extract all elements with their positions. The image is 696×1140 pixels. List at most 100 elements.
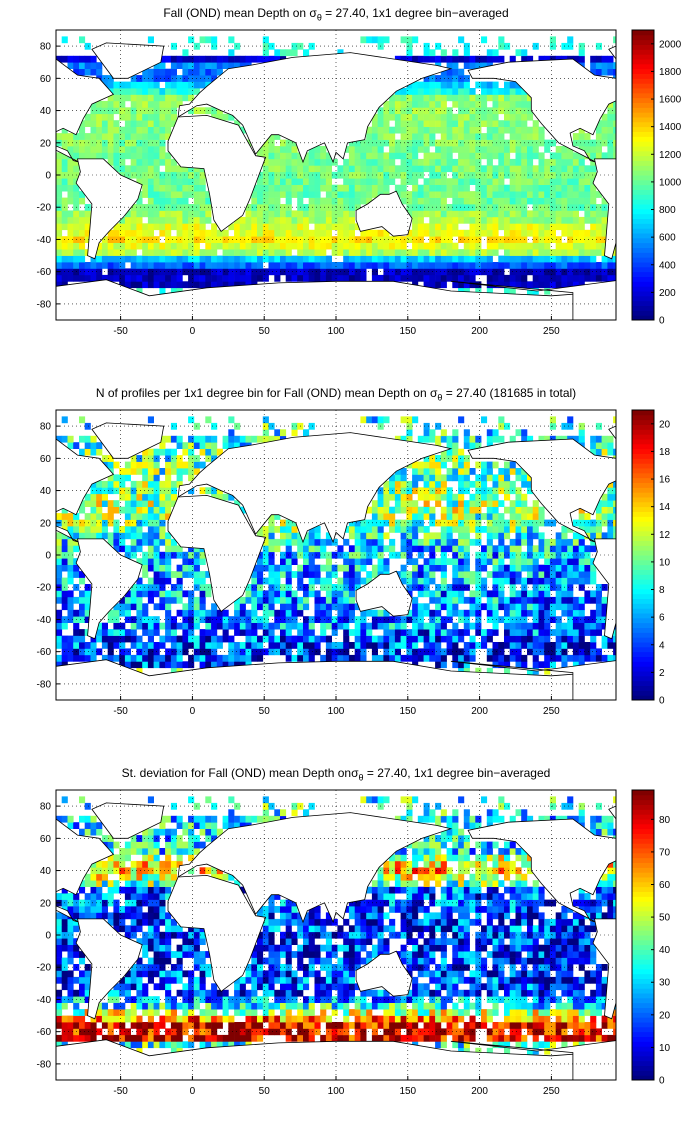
heatmap-cell	[584, 564, 591, 572]
heatmap-cell	[458, 100, 465, 108]
heatmap-cell	[400, 577, 407, 585]
heatmap-cell	[435, 216, 442, 224]
heatmap-cell	[113, 622, 120, 630]
heatmap-cell	[504, 242, 511, 250]
heatmap-cell	[538, 197, 545, 205]
heatmap-cell	[578, 165, 585, 173]
heatmap-cell	[538, 229, 545, 237]
heatmap-cell	[285, 249, 292, 256]
heatmap-cell	[458, 55, 465, 63]
heatmap-cell	[417, 146, 424, 153]
heatmap-cell	[251, 274, 258, 282]
heatmap-cell	[153, 513, 160, 520]
heatmap-cell	[228, 62, 235, 69]
heatmap-cell	[417, 603, 424, 611]
heatmap-cell	[325, 654, 332, 662]
heatmap-cell	[262, 36, 269, 44]
panel-mean-depth: Fall (OND) mean Depth on σθ = 27.40, 1x1…	[0, 0, 696, 380]
colorbar-swatch	[632, 521, 654, 527]
heatmap-cell	[205, 590, 212, 598]
heatmap-cell	[176, 609, 183, 617]
coastline	[91, 422, 165, 459]
heatmap-cell	[211, 603, 218, 611]
heatmap-cell	[176, 210, 183, 218]
heatmap-cell	[371, 564, 378, 572]
heatmap-cell	[147, 654, 154, 662]
heatmap-cell	[142, 274, 149, 282]
heatmap-cell	[159, 197, 166, 205]
heatmap-cell	[73, 158, 80, 166]
colorbar-swatch	[632, 242, 654, 248]
heatmap-cell	[446, 584, 453, 591]
heatmap-cell	[400, 519, 407, 527]
heatmap-cell	[153, 654, 160, 662]
heatmap-cell	[475, 435, 482, 443]
heatmap-cell	[170, 500, 177, 507]
heatmap-cell	[303, 184, 310, 192]
heatmap-cell	[561, 152, 568, 160]
heatmap-cell	[107, 255, 114, 263]
heatmap-cell	[153, 68, 160, 76]
heatmap-cell	[423, 242, 430, 250]
heatmap-cell	[452, 461, 459, 469]
heatmap-cell	[590, 171, 597, 179]
heatmap-cell	[532, 204, 539, 211]
heatmap-cell	[354, 274, 361, 282]
heatmap-cell	[343, 262, 350, 269]
heatmap-cell	[515, 558, 522, 565]
heatmap-cell	[406, 609, 413, 617]
heatmap-cell	[360, 558, 367, 565]
heatmap-cell	[234, 255, 241, 263]
heatmap-cell	[440, 126, 447, 134]
heatmap-cell	[475, 100, 482, 108]
heatmap-cell	[303, 204, 310, 211]
heatmap-cell	[262, 178, 269, 185]
heatmap-cell	[257, 178, 264, 185]
heatmap-cell	[423, 603, 430, 611]
heatmap-cell	[549, 558, 556, 565]
heatmap-cell	[280, 171, 287, 179]
heatmap-cell	[371, 171, 378, 179]
heatmap-cell	[239, 442, 246, 449]
heatmap-cell	[170, 667, 177, 675]
heatmap-cell	[285, 571, 292, 578]
heatmap-cell	[165, 158, 172, 166]
heatmap-cell	[228, 274, 235, 282]
heatmap-cell	[417, 216, 424, 224]
heatmap-cell	[170, 171, 177, 179]
heatmap-cell	[285, 262, 292, 269]
heatmap-cell	[607, 642, 614, 649]
heatmap-cell	[475, 223, 482, 231]
heatmap-cell	[142, 255, 149, 263]
heatmap-cell	[377, 158, 384, 166]
heatmap-cell	[274, 642, 281, 649]
heatmap-cell	[285, 49, 292, 57]
heatmap-cell	[320, 609, 327, 617]
heatmap-cell	[463, 236, 470, 243]
heatmap-cell	[56, 590, 63, 598]
heatmap-cell	[446, 500, 453, 507]
heatmap-cell	[567, 249, 574, 256]
heatmap-cell	[325, 571, 332, 578]
heatmap-cell	[452, 442, 459, 449]
heatmap-cell	[463, 558, 470, 565]
heatmap-cell	[124, 255, 131, 263]
heatmap-cell	[446, 75, 453, 82]
heatmap-cell	[234, 242, 241, 250]
heatmap-cell	[383, 268, 390, 276]
heatmap-cell	[452, 139, 459, 147]
heatmap-cell	[262, 42, 269, 50]
heatmap-cell	[584, 242, 591, 250]
heatmap-cell	[423, 538, 430, 546]
heatmap-cell	[274, 204, 281, 211]
heatmap-cell	[446, 642, 453, 649]
heatmap-cell	[544, 165, 551, 173]
heatmap-cell	[458, 210, 465, 218]
heatmap-cell	[366, 184, 373, 192]
heatmap-cell	[67, 551, 74, 559]
heatmap-cell	[601, 229, 608, 237]
heatmap-cell	[429, 571, 436, 578]
heatmap-cell	[308, 262, 315, 269]
heatmap-cell	[354, 622, 361, 630]
heatmap-cell	[458, 564, 465, 572]
